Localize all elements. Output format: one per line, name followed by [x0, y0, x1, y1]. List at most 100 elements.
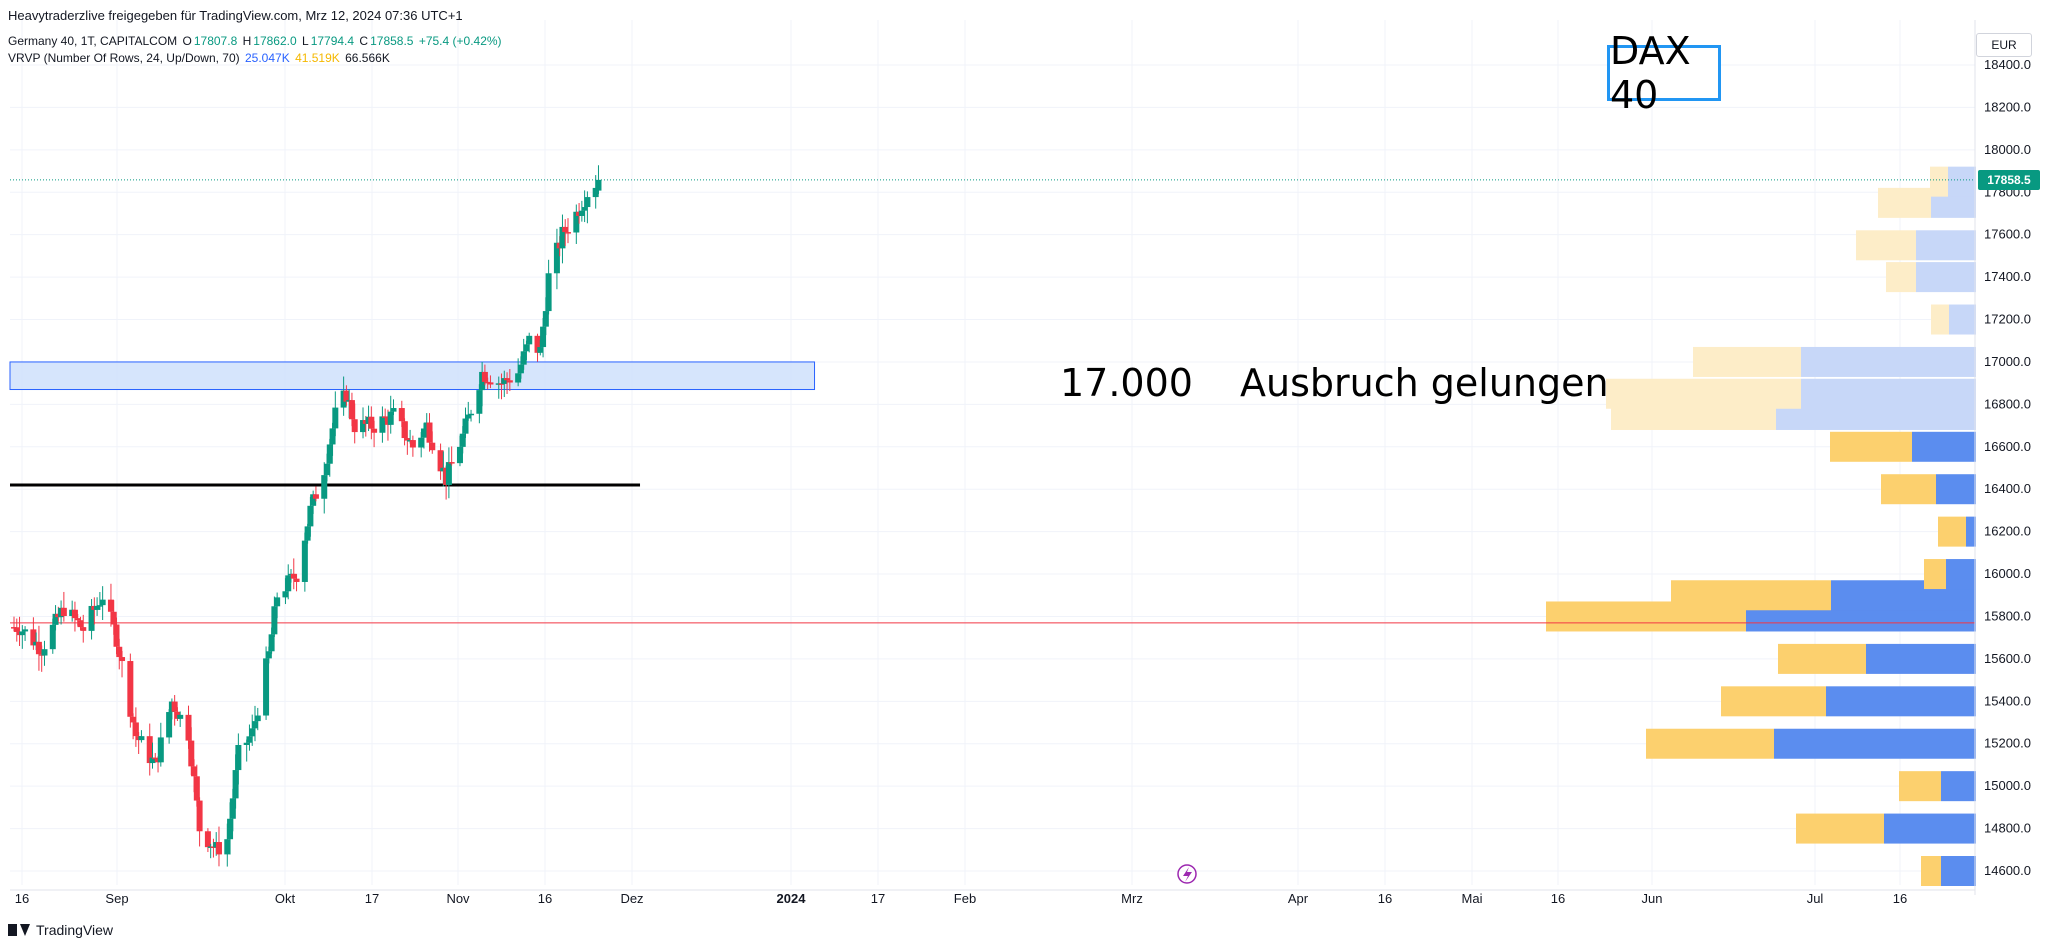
- candle-body[interactable]: [52, 613, 59, 625]
- candle-body[interactable]: [420, 428, 427, 438]
- candle-body[interactable]: [459, 433, 466, 447]
- candle-body[interactable]: [243, 742, 250, 745]
- candle-body[interactable]: [22, 629, 29, 632]
- candle-body[interactable]: [282, 591, 289, 598]
- candle-body[interactable]: [107, 599, 114, 612]
- candle-body[interactable]: [71, 609, 78, 619]
- candle-body[interactable]: [542, 311, 549, 327]
- candle-body[interactable]: [504, 378, 511, 381]
- candle-body[interactable]: [520, 351, 527, 365]
- candle-body[interactable]: [326, 444, 333, 464]
- candle-body[interactable]: [515, 373, 522, 383]
- candle-body[interactable]: [191, 766, 198, 777]
- candle-body[interactable]: [193, 776, 200, 801]
- candle-body[interactable]: [127, 661, 134, 717]
- candle-body[interactable]: [224, 839, 231, 855]
- candle-body[interactable]: [581, 207, 588, 211]
- candle-body[interactable]: [41, 649, 48, 656]
- candle-body[interactable]: [387, 411, 394, 425]
- candle-body[interactable]: [537, 347, 544, 353]
- candle-body[interactable]: [351, 419, 358, 433]
- candle-body[interactable]: [368, 416, 375, 429]
- candle-body[interactable]: [360, 420, 367, 433]
- candle-body[interactable]: [481, 371, 488, 382]
- candle-body[interactable]: [426, 422, 433, 443]
- candle-body[interactable]: [49, 624, 56, 650]
- candle-body[interactable]: [559, 226, 566, 249]
- candle-body[interactable]: [310, 494, 317, 506]
- candle-body[interactable]: [215, 842, 222, 855]
- candle-body[interactable]: [468, 413, 475, 416]
- title-box[interactable]: DAX 40: [1607, 29, 1721, 117]
- candle-body[interactable]: [332, 407, 339, 429]
- candle-body[interactable]: [166, 712, 173, 738]
- candle-body[interactable]: [274, 597, 281, 607]
- candle-body[interactable]: [146, 736, 153, 764]
- candle-body[interactable]: [96, 605, 103, 607]
- candle-body[interactable]: [119, 657, 126, 662]
- candle-body[interactable]: [312, 494, 319, 499]
- candle-body[interactable]: [584, 197, 591, 208]
- candle-body[interactable]: [517, 364, 524, 374]
- candle-body[interactable]: [534, 335, 541, 353]
- candle-body[interactable]: [324, 463, 331, 476]
- candle-body[interactable]: [476, 390, 483, 414]
- level-annotation[interactable]: 17.000: [1060, 361, 1193, 405]
- candle-body[interactable]: [138, 736, 145, 741]
- candle-body[interactable]: [418, 437, 425, 448]
- candle-body[interactable]: [293, 578, 300, 582]
- candle-body[interactable]: [498, 383, 505, 385]
- currency-button[interactable]: EUR: [1976, 33, 2032, 57]
- candle-body[interactable]: [540, 326, 547, 348]
- candle-body[interactable]: [249, 728, 256, 737]
- candle-body[interactable]: [578, 210, 585, 216]
- candle-body[interactable]: [235, 744, 242, 771]
- candle-body[interactable]: [19, 631, 26, 636]
- candle-body[interactable]: [13, 627, 20, 632]
- candle-body[interactable]: [573, 211, 580, 233]
- candle-body[interactable]: [343, 390, 350, 402]
- candle-body[interactable]: [94, 605, 101, 610]
- breakout-annotation[interactable]: Ausbruch gelungen: [1240, 361, 1609, 405]
- candle-body[interactable]: [398, 408, 405, 422]
- candle-body[interactable]: [526, 335, 533, 345]
- candle-body[interactable]: [204, 831, 211, 848]
- candle-body[interactable]: [329, 428, 336, 445]
- candle-body[interactable]: [487, 382, 494, 385]
- candle-body[interactable]: [307, 505, 314, 527]
- candle-body[interactable]: [553, 242, 560, 274]
- symbol-legend[interactable]: Germany 40, 1T, CAPITALCOM O 17807.8 H 178…: [8, 34, 504, 48]
- resistance-zone[interactable]: [9, 361, 816, 391]
- candle-body[interactable]: [379, 416, 386, 433]
- candle-body[interactable]: [348, 400, 355, 420]
- candle-body[interactable]: [229, 798, 236, 819]
- candle-body[interactable]: [74, 618, 81, 621]
- candle-body[interactable]: [35, 641, 42, 655]
- candle-body[interactable]: [290, 573, 297, 579]
- candle-body[interactable]: [382, 416, 389, 418]
- candle-body[interactable]: [254, 715, 261, 722]
- candle-body[interactable]: [409, 440, 416, 448]
- candle-body[interactable]: [268, 634, 275, 652]
- candle-body[interactable]: [565, 232, 571, 234]
- candle-body[interactable]: [130, 716, 137, 723]
- candle-body[interactable]: [80, 627, 87, 631]
- candle-body[interactable]: [285, 575, 292, 592]
- candle-body[interactable]: [110, 611, 117, 625]
- candle-body[interactable]: [401, 421, 408, 439]
- candle-body[interactable]: [227, 818, 234, 840]
- candle-body[interactable]: [545, 273, 552, 312]
- candle-body[interactable]: [99, 599, 106, 606]
- candle-body[interactable]: [321, 475, 328, 499]
- candle-body[interactable]: [390, 408, 397, 412]
- candle-body[interactable]: [523, 344, 530, 352]
- candle-body[interactable]: [185, 714, 192, 741]
- candle-body[interactable]: [88, 605, 95, 631]
- candle-body[interactable]: [263, 658, 270, 716]
- candle-body[interactable]: [113, 624, 120, 647]
- candle-body[interactable]: [462, 418, 469, 434]
- candle-body[interactable]: [116, 646, 123, 658]
- candle-body[interactable]: [304, 526, 311, 541]
- candle-body[interactable]: [301, 540, 308, 582]
